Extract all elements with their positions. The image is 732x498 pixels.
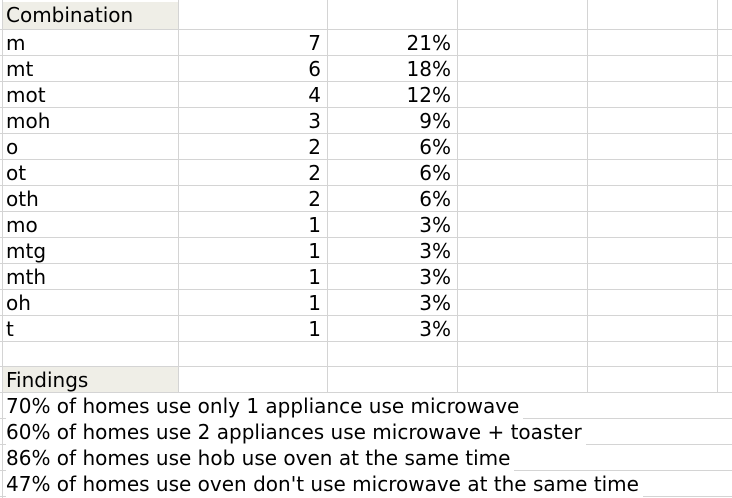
row-border (0, 211, 732, 212)
count-cell[interactable]: 2 (308, 135, 321, 159)
combo-cell[interactable]: mt (6, 57, 34, 81)
combo-cell[interactable]: oth (6, 187, 39, 211)
column-header-combination: Combination (6, 3, 134, 27)
combo-cell[interactable]: m (6, 31, 26, 55)
combo-cell[interactable]: mtg (6, 239, 47, 263)
percent-cell[interactable]: 6% (419, 135, 451, 159)
row-border (0, 315, 732, 316)
column-border (717, 0, 718, 392)
combo-cell[interactable]: ot (6, 161, 27, 185)
row-border (0, 366, 732, 367)
percent-cell[interactable]: 3% (419, 213, 451, 237)
column-border (2, 0, 3, 498)
count-cell[interactable]: 7 (308, 31, 321, 55)
percent-cell[interactable]: 12% (406, 83, 451, 107)
percent-cell[interactable]: 3% (419, 239, 451, 263)
count-cell[interactable]: 2 (308, 187, 321, 211)
column-border (457, 0, 458, 392)
combo-cell[interactable]: moh (6, 109, 51, 133)
percent-cell[interactable]: 9% (419, 109, 451, 133)
row-border (0, 81, 732, 82)
count-cell[interactable]: 2 (308, 161, 321, 185)
combo-cell[interactable]: mo (6, 213, 38, 237)
row-border (0, 263, 732, 264)
finding-item[interactable]: 60% of homes use 2 appliances use microw… (6, 419, 586, 445)
header-cell[interactable] (3, 2, 178, 29)
combo-cell[interactable]: mth (6, 265, 46, 289)
count-cell[interactable]: 3 (308, 109, 321, 133)
combo-cell[interactable]: t (6, 317, 14, 341)
percent-cell[interactable]: 3% (419, 265, 451, 289)
row-border (0, 185, 732, 186)
percent-cell[interactable]: 3% (419, 291, 451, 315)
row-border (0, 133, 732, 134)
percent-cell[interactable]: 3% (419, 317, 451, 341)
row-border (0, 107, 732, 108)
combo-cell[interactable]: mot (6, 83, 46, 107)
count-cell[interactable]: 6 (308, 57, 321, 81)
count-cell[interactable]: 4 (308, 83, 321, 107)
column-border (327, 0, 328, 392)
finding-item[interactable]: 70% of homes use only 1 appliance use mi… (6, 393, 524, 419)
row-border (0, 55, 732, 56)
percent-cell[interactable]: 21% (406, 31, 451, 55)
finding-item[interactable]: 47% of homes use oven don't use microwav… (6, 471, 643, 497)
count-cell[interactable]: 1 (308, 239, 321, 263)
count-cell[interactable]: 1 (308, 317, 321, 341)
findings-label: Findings (6, 368, 89, 392)
findings-header-cell[interactable] (3, 367, 178, 392)
row-border (0, 392, 732, 393)
count-cell[interactable]: 1 (308, 291, 321, 315)
column-border (587, 0, 588, 392)
percent-cell[interactable]: 6% (419, 187, 451, 211)
percent-cell[interactable]: 6% (419, 161, 451, 185)
finding-item[interactable]: 86% of homes use hob use oven at the sam… (6, 445, 515, 471)
combo-cell[interactable]: oh (6, 291, 31, 315)
count-cell[interactable]: 1 (308, 265, 321, 289)
row-border (0, 289, 732, 290)
row-border (0, 29, 732, 30)
combo-cell[interactable]: o (6, 135, 19, 159)
column-border (178, 0, 179, 392)
row-border (0, 159, 732, 160)
row-border (0, 237, 732, 238)
percent-cell[interactable]: 18% (406, 57, 451, 81)
row-border (0, 341, 732, 342)
count-cell[interactable]: 1 (308, 213, 321, 237)
